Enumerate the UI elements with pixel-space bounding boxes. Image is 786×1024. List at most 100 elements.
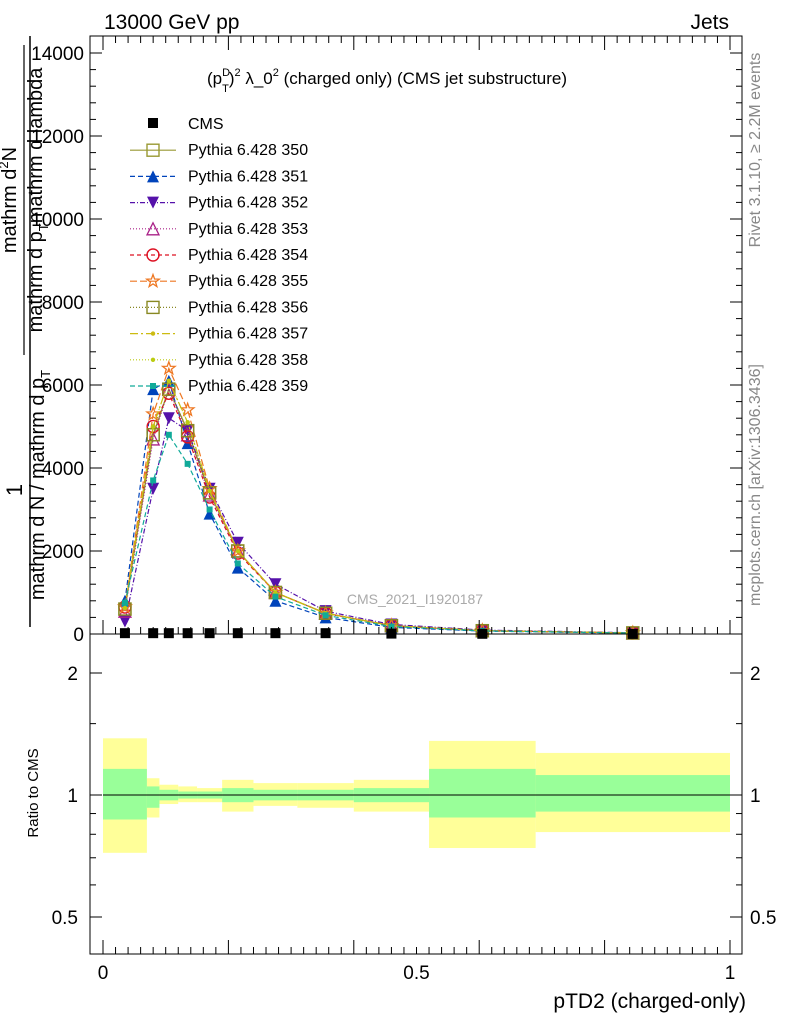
main-y-tick-label: 10000 (31, 210, 84, 231)
main-y-tick-label: 6000 (42, 376, 84, 397)
series-point (146, 419, 160, 434)
ratio-inner-band (146, 786, 160, 808)
legend-label: Pythia 6.428 357 (188, 326, 308, 343)
cms-data-point (320, 628, 331, 639)
main-panel: 0 2000 4000 6000 8000 10000 12000 14000 (pD T)2 … (0, 35, 743, 646)
series-point (121, 599, 128, 606)
legend-marker (145, 221, 161, 236)
ratio-panel: 0.5 0.51 12 2 0 0.5 1 Ratio to CMS pTD2 (char… (25, 633, 777, 1013)
energy-label: 13000 GeV pp (104, 11, 239, 34)
legend-marker (150, 331, 156, 336)
series-point (185, 420, 190, 425)
mcplots-label: mcplots.cern.ch [arXiv:1306.3436] (747, 364, 764, 606)
series-point (165, 431, 172, 438)
legend-marker (147, 196, 159, 209)
series-point (207, 488, 212, 494)
series-point (203, 507, 216, 520)
legend-label: Pythia 6.428 354 (188, 247, 308, 264)
legend-marker (146, 143, 160, 157)
legend-label: Pythia 6.428 353 (188, 221, 308, 238)
ratio-y-tick-label-right: 2 (750, 664, 761, 685)
series-point (150, 424, 156, 429)
series-point (150, 477, 157, 484)
series-point (322, 612, 329, 619)
ratio-x-tick-label: 0.5 (403, 963, 429, 984)
series-point (184, 460, 191, 467)
y-label-numerator-top: mathrm d2N (0, 147, 21, 253)
legend-label: Pythia 6.428 359 (188, 378, 308, 395)
legend-marker (146, 248, 160, 262)
ratio-inner-band (103, 768, 147, 820)
series-point (160, 359, 177, 376)
legend-marker (150, 383, 156, 389)
cms-data-point (119, 628, 130, 639)
ratio-y-tick-label: 0.5 (52, 908, 78, 929)
cms-data-point (182, 628, 193, 639)
series-point (202, 486, 217, 500)
main-y-axis: 0 2000 4000 6000 8000 10000 12000 14000 (31, 44, 742, 646)
series-point (179, 401, 196, 417)
series-point (235, 548, 241, 554)
legend-marker (144, 272, 162, 289)
series-point (146, 431, 161, 446)
series-point (229, 542, 246, 558)
ratio-bands (103, 738, 730, 853)
series-point (180, 423, 195, 438)
legend-entry: Pythia 6.428 357 (130, 326, 308, 343)
x-axis-label: pTD2 (charged-only) (553, 990, 746, 1013)
series-point (273, 590, 278, 595)
legend-entry: Pythia 6.428 359 (130, 378, 308, 395)
series-point (118, 615, 131, 628)
series-point (206, 506, 213, 513)
series-point (234, 560, 241, 567)
ratio-y-tick-label-right: 1 (750, 786, 761, 807)
series-point (166, 378, 172, 384)
main-x-ticks (102, 36, 731, 634)
main-y-tick-label: 8000 (42, 293, 84, 314)
legend-marker (146, 300, 160, 315)
cms-data-point (270, 628, 281, 639)
rivet-label: Rivet 3.1.10, ≥ 2.2M events (747, 53, 764, 248)
cms-data-point (204, 628, 215, 639)
process-label: Jets (690, 11, 729, 34)
main-y-tick-label: 2000 (42, 542, 84, 563)
legend-entry: Pythia 6.428 356 (130, 299, 308, 316)
y-label-numerator-bottom: mathrm d pTmathrm d lambda (25, 67, 51, 333)
main-y-label: 1 mathrm d N / mathrm d pT mathrm d2N ma… (0, 36, 53, 627)
main-y-tick-label: 0 (73, 625, 84, 646)
legend-marker (148, 118, 158, 128)
y-label-denominator: mathrm d N / mathrm d pT (27, 370, 53, 600)
ratio-y-tick-label: 2 (67, 664, 78, 685)
legend-entry: Pythia 6.428 353 (130, 221, 308, 238)
legend-marker (150, 357, 156, 362)
legend-entry: Pythia 6.428 358 (130, 352, 308, 369)
main-y-tick-label: 4000 (42, 459, 84, 480)
cms-data-point (163, 628, 174, 639)
series-point (122, 605, 128, 611)
legend-entry: Pythia 6.428 352 (130, 195, 308, 212)
legend-entry-cms: CMS (148, 116, 224, 133)
ratio-x-axis: 0 0.5 1 (98, 940, 735, 984)
series-point (162, 412, 175, 425)
legend-label: CMS (188, 116, 224, 133)
legend-label: Pythia 6.428 356 (188, 299, 308, 316)
main-y-tick-label: 14000 (31, 44, 84, 65)
series-point (388, 623, 395, 630)
series-point (162, 382, 176, 396)
ratio-inner-band (429, 768, 536, 818)
series-point (269, 594, 282, 607)
ratio-y-tick-label: 1 (67, 786, 78, 807)
series-point (147, 482, 160, 495)
main-title: (pD T)2 λ_02 (charged only) (CMS jet subs… (207, 67, 567, 95)
analysis-watermark: CMS_2021_I1920187 (347, 591, 483, 607)
legend-entry: Pythia 6.428 351 (130, 168, 308, 185)
ratio-inner-band (535, 775, 730, 812)
ratio-y-axis: 0.5 0.5 1 1 2 2 (52, 664, 777, 929)
legend-label: Pythia 6.428 352 (188, 195, 308, 212)
series-point (202, 487, 217, 502)
legend-entry: Pythia 6.428 355 (130, 272, 308, 290)
legend-entry: Pythia 6.428 350 (130, 142, 308, 159)
cms-data-point (232, 628, 243, 639)
series-point (180, 427, 195, 442)
